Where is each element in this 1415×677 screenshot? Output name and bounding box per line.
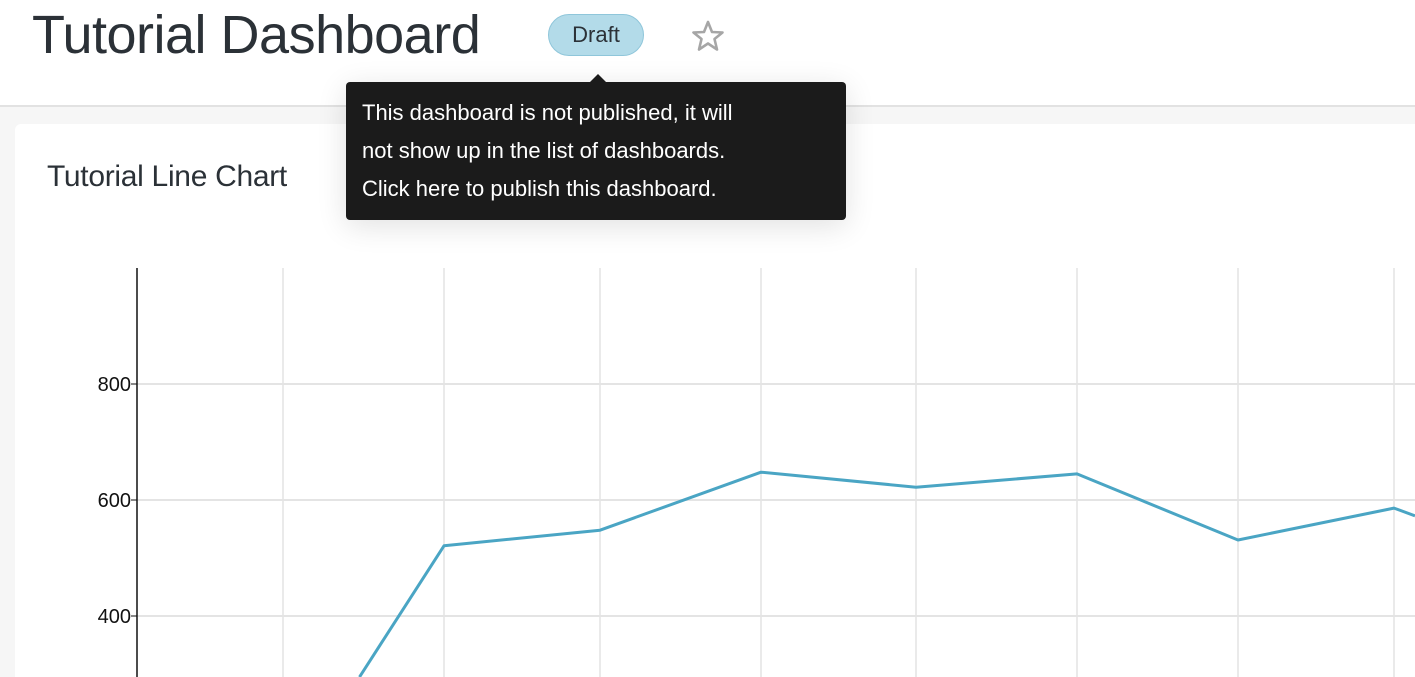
tooltip-line: not show up in the list of dashboards. bbox=[362, 138, 726, 163]
y-tick-label: 800 bbox=[98, 374, 131, 396]
y-tick-label: 400 bbox=[98, 606, 131, 628]
series-line bbox=[358, 470, 1415, 677]
tooltip-line: This dashboard is not published, it will bbox=[362, 100, 733, 125]
chart-title: Tutorial Line Chart bbox=[47, 160, 287, 193]
tooltip-line: Click here to publish this dashboard. bbox=[362, 176, 717, 201]
publish-tooltip[interactable]: This dashboard is not published, it will… bbox=[346, 74, 846, 220]
page-title: Tutorial Dashboard bbox=[32, 5, 481, 65]
y-tick-label: 600 bbox=[98, 490, 131, 512]
star-icon[interactable] bbox=[688, 16, 728, 56]
draft-status-badge[interactable]: Draft bbox=[548, 14, 644, 56]
